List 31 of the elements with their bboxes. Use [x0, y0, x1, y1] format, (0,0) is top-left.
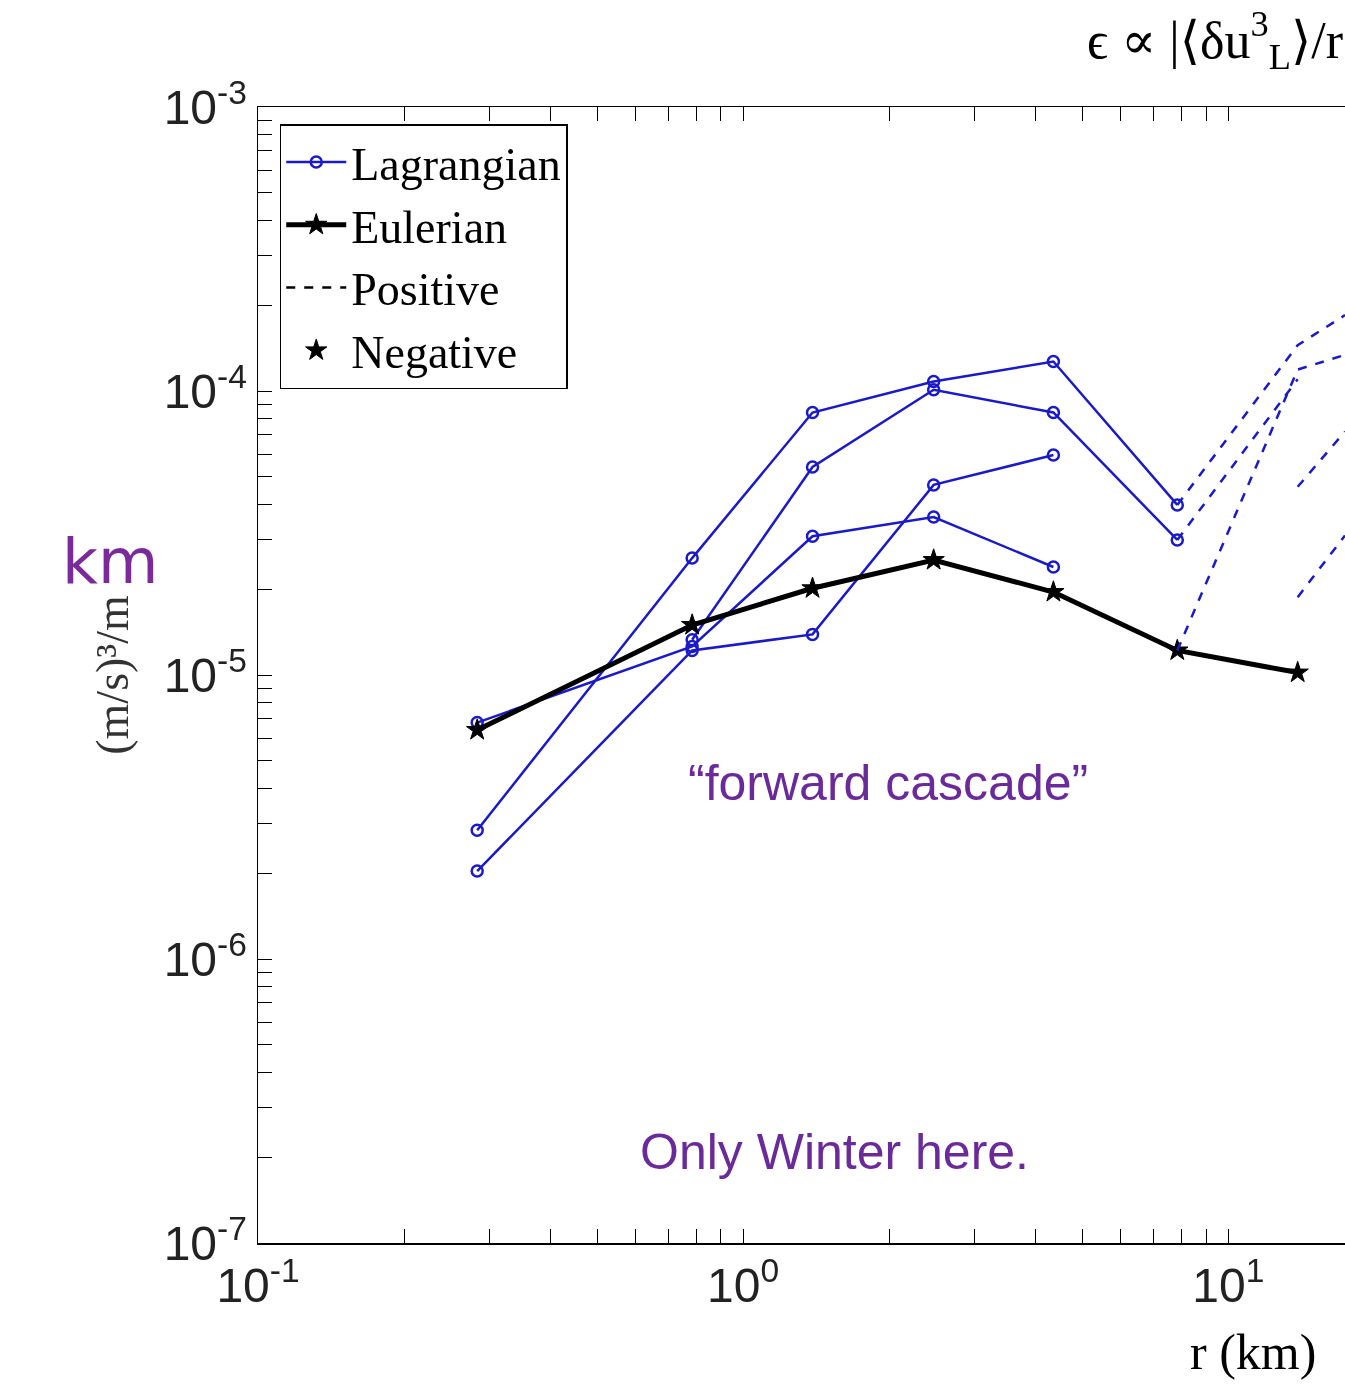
- y-axis-title: (m/s)³/m: [87, 595, 139, 755]
- point: [1170, 498, 1185, 512]
- y-tick-label: 10$^{-5}$: [163, 641, 247, 702]
- x-axis-title: r (km): [1190, 1324, 1317, 1380]
- point: [805, 405, 820, 420]
- y-tick-label: 10$^{-3}$: [163, 73, 247, 134]
- chart-title: ϵ ∝ |⟨δu$^{3}$$_{L}$⟩/r: [1087, 4, 1343, 77]
- point: [926, 374, 941, 389]
- annotation: “forward cascade”: [688, 755, 1089, 811]
- point: [1046, 560, 1061, 574]
- y-tick-label: 10$^{-6}$: [163, 925, 247, 986]
- point: [1046, 448, 1061, 462]
- annotation: Only Winter here.: [640, 1124, 1030, 1180]
- point: [685, 639, 699, 654]
- point: [805, 627, 820, 642]
- point: [1166, 638, 1189, 661]
- point: [926, 510, 941, 524]
- legend-label: Eulerian: [351, 201, 508, 253]
- legend-label: Positive: [351, 264, 500, 316]
- point: [1286, 660, 1309, 683]
- x-tick-label: 10$^{1}$: [1192, 1251, 1265, 1313]
- x-tick-label: 10$^{0}$: [707, 1251, 780, 1313]
- point: [805, 529, 820, 543]
- legend-label: Lagrangian: [351, 138, 561, 190]
- point: [685, 551, 699, 565]
- legend-label: Negative: [351, 327, 518, 379]
- y-tick-label: 10$^{-4}$: [163, 357, 247, 418]
- point: [1046, 354, 1061, 369]
- point: [685, 643, 699, 658]
- point: [922, 548, 945, 570]
- point: [926, 478, 941, 492]
